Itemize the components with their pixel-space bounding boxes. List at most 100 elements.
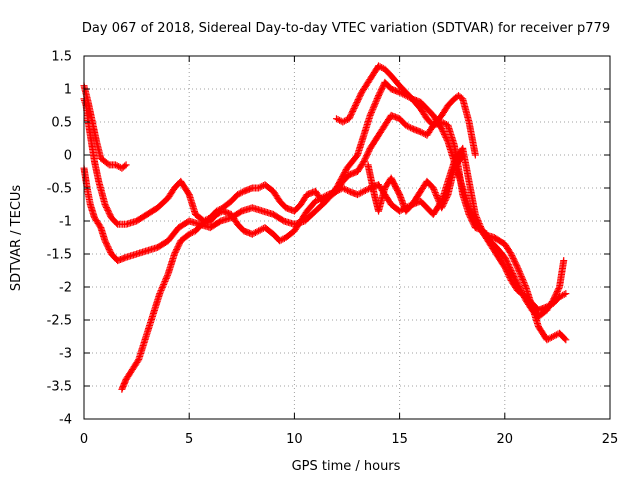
data-point	[347, 112, 355, 120]
data-point	[518, 274, 526, 282]
data-point	[513, 262, 521, 270]
data-point	[478, 226, 486, 234]
data-point	[121, 162, 129, 170]
data-point	[375, 62, 383, 70]
data-point	[439, 128, 447, 136]
data-point	[342, 186, 350, 194]
data-point	[344, 186, 352, 194]
data-point	[370, 102, 378, 110]
data-point	[367, 110, 375, 118]
data-point	[185, 230, 193, 238]
data-point	[255, 227, 263, 235]
data-point	[238, 188, 246, 196]
data-point	[164, 271, 172, 279]
data-point	[517, 271, 525, 279]
data-point	[513, 263, 521, 271]
y-tick-label: -2.5	[47, 314, 72, 329]
data-point	[361, 186, 369, 194]
axis-ticks	[83, 55, 611, 420]
x-tick-labels: 0 5 10 15 20 25	[80, 432, 618, 447]
data-point	[277, 236, 285, 244]
data-point	[555, 284, 563, 292]
data-point	[234, 191, 242, 199]
data-point	[334, 186, 342, 194]
data-point	[351, 103, 359, 111]
data-point	[369, 105, 377, 113]
data-point	[559, 291, 567, 299]
data-point	[514, 265, 522, 273]
data-point	[332, 115, 340, 123]
data-point	[475, 220, 483, 228]
data-point	[407, 124, 415, 132]
data-point	[432, 190, 440, 198]
data-point	[158, 284, 166, 292]
data-point	[357, 189, 365, 197]
data-point	[372, 98, 380, 106]
data-point	[156, 288, 164, 296]
data-point	[439, 201, 447, 209]
data-point	[433, 193, 441, 201]
data-point	[556, 293, 564, 301]
data-point	[553, 289, 561, 297]
data-point	[509, 253, 517, 261]
data-point	[560, 257, 568, 265]
data-point	[517, 272, 525, 280]
data-point	[214, 210, 222, 218]
data-point	[376, 63, 384, 71]
y-tick-label: -1.5	[47, 248, 72, 263]
data-point	[473, 213, 481, 221]
data-point	[441, 132, 449, 140]
data-point	[477, 224, 485, 232]
data-point	[160, 279, 168, 287]
data-point	[516, 269, 524, 277]
data-point	[369, 104, 377, 112]
data-point	[396, 88, 404, 96]
data-point	[520, 278, 528, 286]
data-point	[319, 193, 327, 201]
data-point	[459, 151, 467, 159]
data-point	[378, 64, 386, 72]
y-tick-label: -2	[59, 281, 72, 296]
y-tick-label: 1	[64, 83, 72, 98]
data-point	[355, 94, 363, 102]
data-point	[237, 189, 245, 197]
data-point	[478, 227, 486, 235]
data-point	[562, 290, 570, 298]
data-point	[162, 276, 170, 284]
data-point	[443, 192, 451, 200]
data-point	[543, 303, 551, 311]
data-point	[405, 123, 413, 131]
data-point	[251, 229, 259, 237]
data-point	[515, 266, 523, 274]
data-point	[161, 277, 169, 285]
data-point	[316, 195, 324, 203]
series-track-c	[80, 82, 130, 172]
data-point	[373, 96, 381, 104]
data-point	[375, 92, 383, 100]
data-point	[519, 275, 527, 283]
data-point	[354, 97, 362, 105]
data-point	[474, 216, 482, 224]
data-point	[441, 120, 449, 128]
data-point	[340, 185, 348, 193]
data-point	[187, 229, 195, 237]
data-point	[548, 333, 556, 341]
plot-frame	[83, 55, 611, 420]
data-point	[546, 301, 554, 309]
data-point	[360, 187, 368, 195]
data-point	[511, 257, 519, 265]
data-point	[349, 107, 357, 115]
data-point	[561, 335, 569, 343]
chart-title: Day 067 of 2018, Sidereal Day-to-day VTE…	[82, 21, 610, 36]
data-point	[334, 116, 342, 124]
data-point	[105, 244, 113, 252]
data-point	[113, 162, 121, 170]
data-point	[549, 333, 557, 340]
data-point	[396, 207, 404, 215]
data-point	[546, 334, 554, 342]
y-tick-label: -4	[59, 413, 72, 428]
series-track-e	[332, 62, 479, 159]
data-point	[551, 332, 559, 340]
data-point	[458, 152, 466, 160]
data-point	[373, 95, 381, 103]
